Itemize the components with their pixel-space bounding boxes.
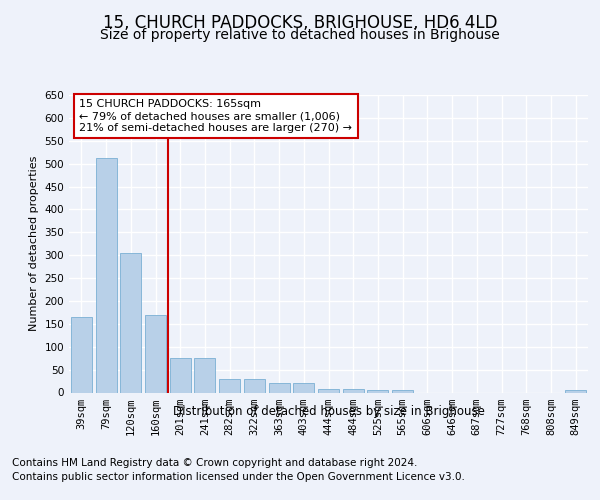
Bar — [318, 389, 339, 392]
Bar — [120, 253, 141, 392]
Text: Contains HM Land Registry data © Crown copyright and database right 2024.: Contains HM Land Registry data © Crown c… — [12, 458, 418, 468]
Bar — [269, 384, 290, 392]
Bar — [244, 379, 265, 392]
Text: 15, CHURCH PADDOCKS, BRIGHOUSE, HD6 4LD: 15, CHURCH PADDOCKS, BRIGHOUSE, HD6 4LD — [103, 14, 497, 32]
Bar — [170, 358, 191, 392]
Bar — [95, 158, 116, 392]
Bar — [392, 390, 413, 392]
Text: Contains public sector information licensed under the Open Government Licence v3: Contains public sector information licen… — [12, 472, 465, 482]
Bar — [293, 384, 314, 392]
Bar — [367, 390, 388, 392]
Bar — [71, 317, 92, 392]
Bar — [219, 379, 240, 392]
Bar — [194, 358, 215, 392]
Bar — [145, 314, 166, 392]
Y-axis label: Number of detached properties: Number of detached properties — [29, 156, 39, 332]
Bar — [565, 390, 586, 392]
Bar — [343, 389, 364, 392]
Text: Size of property relative to detached houses in Brighouse: Size of property relative to detached ho… — [100, 28, 500, 42]
Text: Distribution of detached houses by size in Brighouse: Distribution of detached houses by size … — [173, 405, 485, 418]
Text: 15 CHURCH PADDOCKS: 165sqm
← 79% of detached houses are smaller (1,006)
21% of s: 15 CHURCH PADDOCKS: 165sqm ← 79% of deta… — [79, 100, 352, 132]
